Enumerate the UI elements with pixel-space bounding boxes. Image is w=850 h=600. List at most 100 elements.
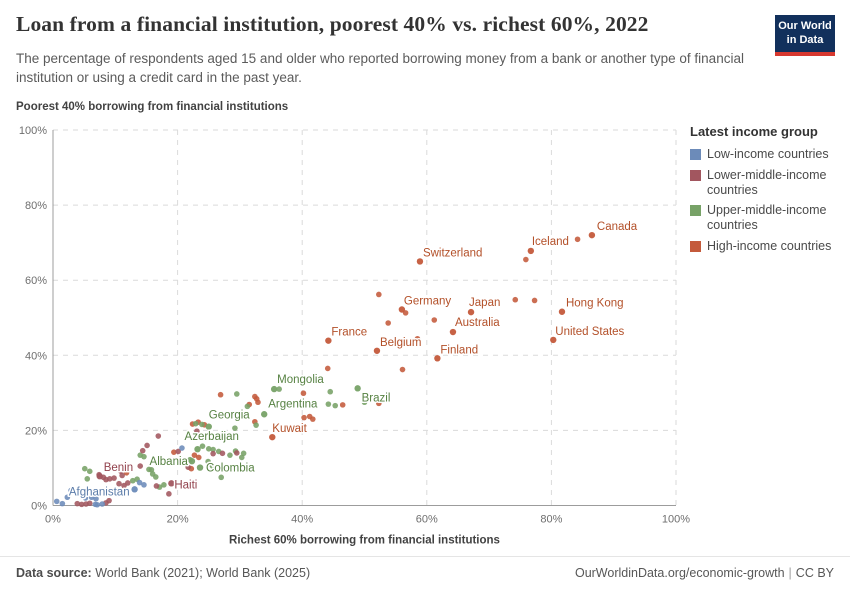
scatter-point[interactable]	[550, 336, 557, 344]
scatter-point[interactable]	[99, 501, 106, 507]
country-label[interactable]: Benin	[102, 461, 134, 476]
country-label[interactable]: Georgia	[207, 408, 252, 423]
scatter-point[interactable]	[523, 256, 529, 263]
scatter-point[interactable]	[399, 366, 406, 373]
scatter-point[interactable]	[210, 446, 216, 453]
legend-item[interactable]: Low-income countries	[690, 147, 848, 162]
scatter-point[interactable]	[153, 483, 160, 489]
scatter-point[interactable]	[512, 296, 519, 303]
scatter-point[interactable]	[361, 399, 368, 406]
scatter-point[interactable]	[253, 422, 259, 428]
scatter-point[interactable]	[301, 414, 307, 421]
scatter-plot[interactable]: 0% 20% 40% 60% 80% 100% 0% 20% 40% 60% 80% 100% Rich…	[0, 118, 700, 558]
scatter-point[interactable]	[131, 486, 138, 493]
scatter-point[interactable]	[94, 501, 101, 508]
country-label[interactable]: Afghanistan	[67, 485, 131, 500]
scatter-point[interactable]	[339, 402, 346, 408]
scatter-point[interactable]	[233, 450, 240, 456]
scatter-point[interactable]	[467, 308, 475, 316]
scatter-point[interactable]	[86, 500, 93, 507]
country-label[interactable]: Azerbaijan	[183, 430, 240, 445]
scatter-point[interactable]	[325, 401, 332, 407]
scatter-point[interactable]	[155, 433, 162, 439]
scatter-point[interactable]	[88, 494, 95, 501]
scatter-point[interactable]	[78, 501, 85, 508]
country-label[interactable]: Kuwait	[271, 422, 309, 437]
scatter-point[interactable]	[244, 403, 251, 410]
scatter-point[interactable]	[136, 479, 143, 486]
scatter-point[interactable]	[175, 448, 182, 455]
scatter-point[interactable]	[531, 297, 538, 304]
scatter-point[interactable]	[188, 457, 196, 465]
country-label[interactable]: United States	[554, 324, 626, 339]
scatter-point[interactable]	[574, 236, 581, 243]
scatter-point[interactable]	[192, 420, 199, 427]
scatter-point[interactable]	[232, 425, 238, 431]
country-label[interactable]: France	[330, 325, 369, 340]
scatter-point[interactable]	[354, 385, 361, 392]
scatter-point[interactable]	[191, 452, 198, 458]
country-label[interactable]: Switzerland	[421, 246, 483, 261]
scatter-point[interactable]	[124, 480, 131, 486]
country-label[interactable]: Haiti	[173, 478, 199, 493]
country-label[interactable]: Albania	[148, 455, 190, 470]
country-label[interactable]: Germany	[402, 294, 453, 309]
scatter-point[interactable]	[373, 347, 381, 354]
scatter-point[interactable]	[196, 464, 204, 471]
scatter-point[interactable]	[141, 482, 147, 488]
scatter-point[interactable]	[376, 400, 382, 407]
scatter-point[interactable]	[146, 466, 152, 473]
scatter-point[interactable]	[332, 402, 339, 409]
scatter-point[interactable]	[416, 258, 424, 265]
scatter-point[interactable]	[527, 247, 535, 255]
country-label[interactable]: Mongolia	[276, 373, 326, 388]
scatter-point[interactable]	[179, 445, 185, 451]
scatter-point[interactable]	[106, 497, 112, 504]
scatter-point[interactable]	[209, 463, 216, 469]
scatter-point[interactable]	[205, 423, 212, 430]
scatter-point[interactable]	[325, 337, 332, 344]
owid-logo[interactable]: Our World in Data	[775, 15, 835, 56]
scatter-point[interactable]	[79, 492, 86, 498]
scatter-point[interactable]	[106, 476, 113, 482]
scatter-point[interactable]	[129, 477, 136, 484]
scatter-point[interactable]	[210, 450, 216, 457]
scatter-point[interactable]	[324, 365, 331, 372]
scatter-point[interactable]	[194, 428, 200, 434]
footer-license-link[interactable]: CC BY	[795, 566, 834, 580]
scatter-point[interactable]	[96, 473, 103, 480]
scatter-point[interactable]	[398, 306, 406, 313]
country-label[interactable]: Japan	[468, 296, 502, 311]
scatter-point[interactable]	[73, 489, 79, 496]
scatter-point[interactable]	[81, 465, 88, 472]
scatter-point[interactable]	[219, 450, 226, 457]
country-label[interactable]: Hong Kong	[564, 296, 625, 311]
scatter-point[interactable]	[558, 308, 566, 315]
scatter-point[interactable]	[449, 328, 457, 336]
scatter-point[interactable]	[195, 454, 202, 461]
scatter-point[interactable]	[327, 388, 334, 395]
scatter-point[interactable]	[276, 386, 282, 392]
scatter-point[interactable]	[588, 231, 596, 239]
scatter-point[interactable]	[414, 335, 421, 342]
legend-item[interactable]: Lower-middle-income countries	[690, 168, 848, 198]
scatter-point[interactable]	[385, 320, 391, 326]
country-label[interactable]: Australia	[453, 316, 501, 331]
scatter-point[interactable]	[199, 443, 206, 449]
country-label[interactable]: Colombia	[205, 461, 257, 476]
scatter-point[interactable]	[171, 449, 177, 455]
scatter-point[interactable]	[116, 480, 122, 487]
country-label[interactable]: Finland	[439, 343, 480, 358]
country-label[interactable]: Brazil	[360, 391, 392, 406]
scatter-point[interactable]	[434, 355, 441, 362]
scatter-point[interactable]	[113, 491, 120, 497]
country-label[interactable]: Argentina	[267, 397, 320, 412]
legend-item[interactable]: Upper-middle-income countries	[690, 203, 848, 233]
scatter-point[interactable]	[137, 463, 144, 469]
scatter-point[interactable]	[431, 317, 438, 323]
scatter-point[interactable]	[253, 396, 260, 402]
scatter-point[interactable]	[119, 472, 125, 479]
scatter-point[interactable]	[194, 445, 201, 453]
scatter-point[interactable]	[152, 474, 159, 480]
scatter-point[interactable]	[84, 476, 91, 482]
